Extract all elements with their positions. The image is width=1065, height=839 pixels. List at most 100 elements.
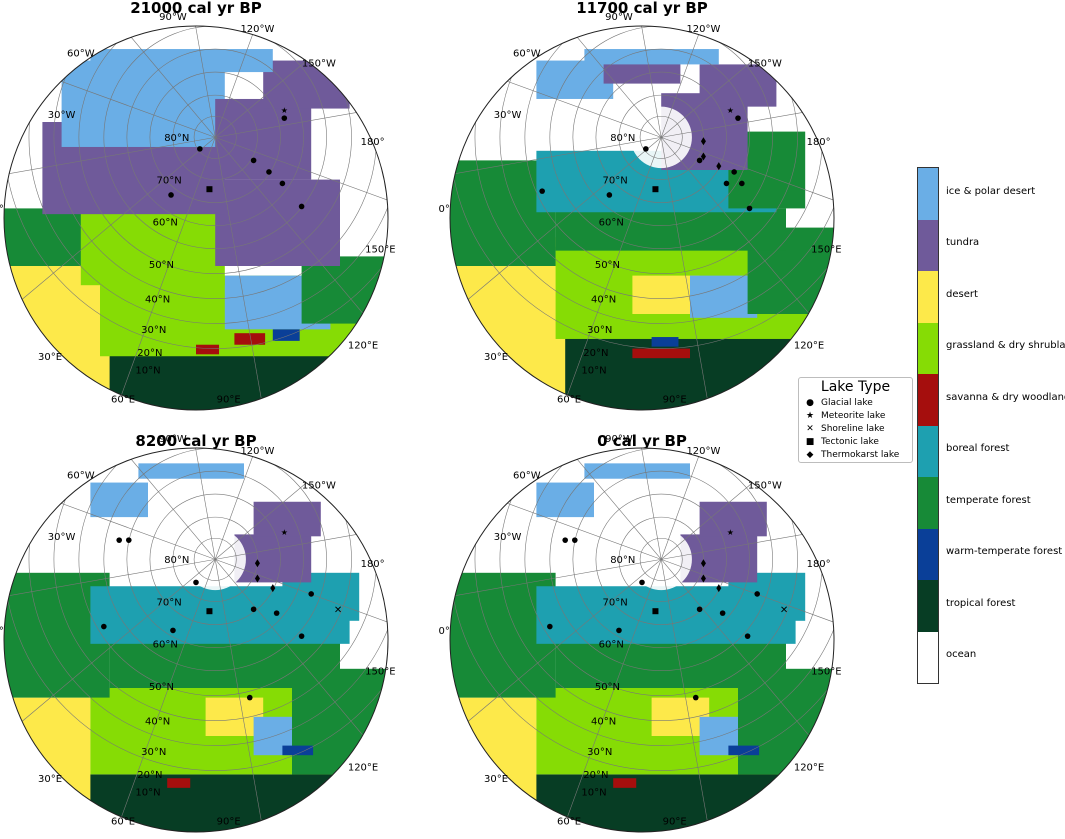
tectonic-lake-marker: [206, 186, 213, 193]
warm-temperate-cell: [728, 745, 760, 756]
longitude-label: 150°W: [748, 480, 782, 491]
colorbar-label: tundra: [946, 237, 980, 249]
longitude-label: 150°E: [365, 245, 395, 256]
legend-item-meteorite: ★ Meteorite lake: [805, 410, 886, 422]
latitude-label: 30°N: [141, 747, 166, 758]
latitude-label: 60°N: [599, 218, 624, 229]
latitude-label: 10°N: [135, 366, 160, 377]
map-panel-3: 0 cal yr BP★✕90°W120°W150°W180°150°E120°…: [439, 432, 842, 833]
longitude-label: 30°W: [48, 532, 76, 543]
longitude-label: 60°E: [111, 816, 135, 827]
savanna-cell: [234, 333, 266, 345]
colorbar-swatch: [918, 168, 938, 220]
vegetation-colorbar: [917, 167, 939, 684]
glacial-lake-marker: [754, 591, 760, 597]
tectonic-lake-marker: [206, 608, 213, 615]
longitude-label: 30°W: [494, 110, 522, 121]
savanna-cell: [167, 778, 191, 788]
colorbar-swatch: [918, 580, 938, 632]
longitude-label: 90°E: [663, 394, 687, 405]
latitude-label: 40°N: [145, 716, 170, 727]
latitude-label: 40°N: [591, 294, 616, 305]
longitude-label: 60°E: [111, 394, 135, 405]
warm-temperate-cell: [282, 745, 314, 756]
circle-marker-icon: ●: [806, 398, 814, 408]
thermokarst-lake-marker: [716, 584, 722, 593]
colorbar-label: desert: [946, 288, 978, 300]
longitude-label: 30°E: [38, 352, 62, 363]
diamond-marker-icon: ◆: [806, 450, 814, 460]
glacial-lake-marker: [696, 606, 703, 613]
colorbar-label: ocean: [946, 649, 977, 661]
lake-markers: ★: [168, 106, 305, 210]
glacial-lake-marker: [572, 537, 578, 543]
thermokarst-lake-marker: [716, 162, 722, 171]
colorbar-label: temperate forest: [946, 494, 1031, 506]
tundra-region: [215, 179, 340, 266]
ice-region: [138, 463, 244, 479]
lake-markers: ★✕: [101, 528, 342, 701]
glacial-lake-marker: [126, 537, 132, 543]
colorbar-swatch: [918, 374, 938, 426]
longitude-label: 120°W: [240, 24, 274, 35]
legend-label: Glacial lake: [821, 398, 873, 408]
glacial-lake-marker: [562, 537, 568, 543]
ice-region: [536, 482, 594, 518]
legend-title: Lake Type: [820, 379, 891, 395]
grid-labels: 90°W 120°W 150°W 180° 150°E 120°E 90°E 60°E 30°E…: [0, 434, 396, 827]
longitude-label: 180°: [361, 559, 385, 570]
latitude-label: 30°N: [587, 325, 612, 336]
glacial-lake-marker: [639, 579, 645, 586]
temperate-region: [555, 208, 786, 251]
longitude-label: 60°E: [557, 816, 581, 827]
latitude-label: 70°N: [603, 597, 628, 608]
longitude-label: 0°: [439, 204, 450, 215]
warm-temperate-cell: [651, 337, 679, 347]
longitude-label: 0°: [0, 626, 4, 637]
glacial-lake-marker: [101, 623, 107, 630]
glacial-lake-marker: [298, 633, 305, 639]
longitude-label: 30°W: [48, 110, 76, 121]
glacial-lake-marker: [193, 579, 199, 586]
desert-region: [4, 697, 91, 832]
panel-title: 11700 cal yr BP: [576, 0, 708, 17]
glacial-lake-marker: [273, 610, 280, 616]
latitude-label: 20°N: [137, 770, 162, 781]
thermokarst-lake-marker: [700, 559, 706, 568]
longitude-label: 150°E: [811, 245, 841, 256]
longitude-label: 180°: [807, 137, 831, 148]
longitude-label: 30°W: [494, 532, 522, 543]
tundra-region: [699, 501, 767, 537]
latitude-label: 70°N: [157, 175, 182, 186]
colorbar-swatch: [918, 631, 938, 683]
legend-label: Thermokarst lake: [821, 450, 900, 460]
tectonic-lake-marker: [652, 608, 659, 615]
glacial-lake-marker: [547, 623, 553, 630]
meteorite-lake-marker: ★: [727, 528, 734, 537]
latitude-label: 60°N: [153, 640, 178, 651]
legend-item-glacial: ● Glacial lake: [805, 397, 873, 409]
longitude-label: 120°E: [794, 763, 824, 774]
ice-region: [584, 463, 690, 479]
ice-region: [61, 60, 225, 147]
ice-region: [584, 49, 719, 65]
glacial-lake-marker: [696, 157, 703, 164]
longitude-label: 30°E: [484, 774, 508, 785]
colorbar-swatch: [918, 425, 938, 477]
longitude-label: 60°E: [557, 394, 581, 405]
glacial-lake-marker: [643, 146, 649, 152]
warm-temperate-cell: [272, 329, 300, 341]
grid-labels: 90°W 120°W 150°W 180° 150°E 120°E 90°E 60°E 30°E…: [439, 434, 842, 827]
glacial-lake-marker: [250, 606, 257, 613]
longitude-label: 90°W: [605, 434, 633, 445]
thermokarst-lake-marker: [254, 559, 260, 568]
star-marker-icon: ★: [805, 411, 815, 421]
longitude-label: 30°E: [484, 352, 508, 363]
latitude-label: 60°N: [599, 640, 624, 651]
glacial-lake-marker: [168, 192, 174, 198]
glacial-lake-marker: [739, 180, 745, 187]
globe-outline: [3, 25, 389, 411]
glacial-lake-marker: [744, 633, 751, 639]
glacial-lake-marker: [116, 537, 122, 543]
longitude-label: 150°E: [365, 667, 395, 678]
